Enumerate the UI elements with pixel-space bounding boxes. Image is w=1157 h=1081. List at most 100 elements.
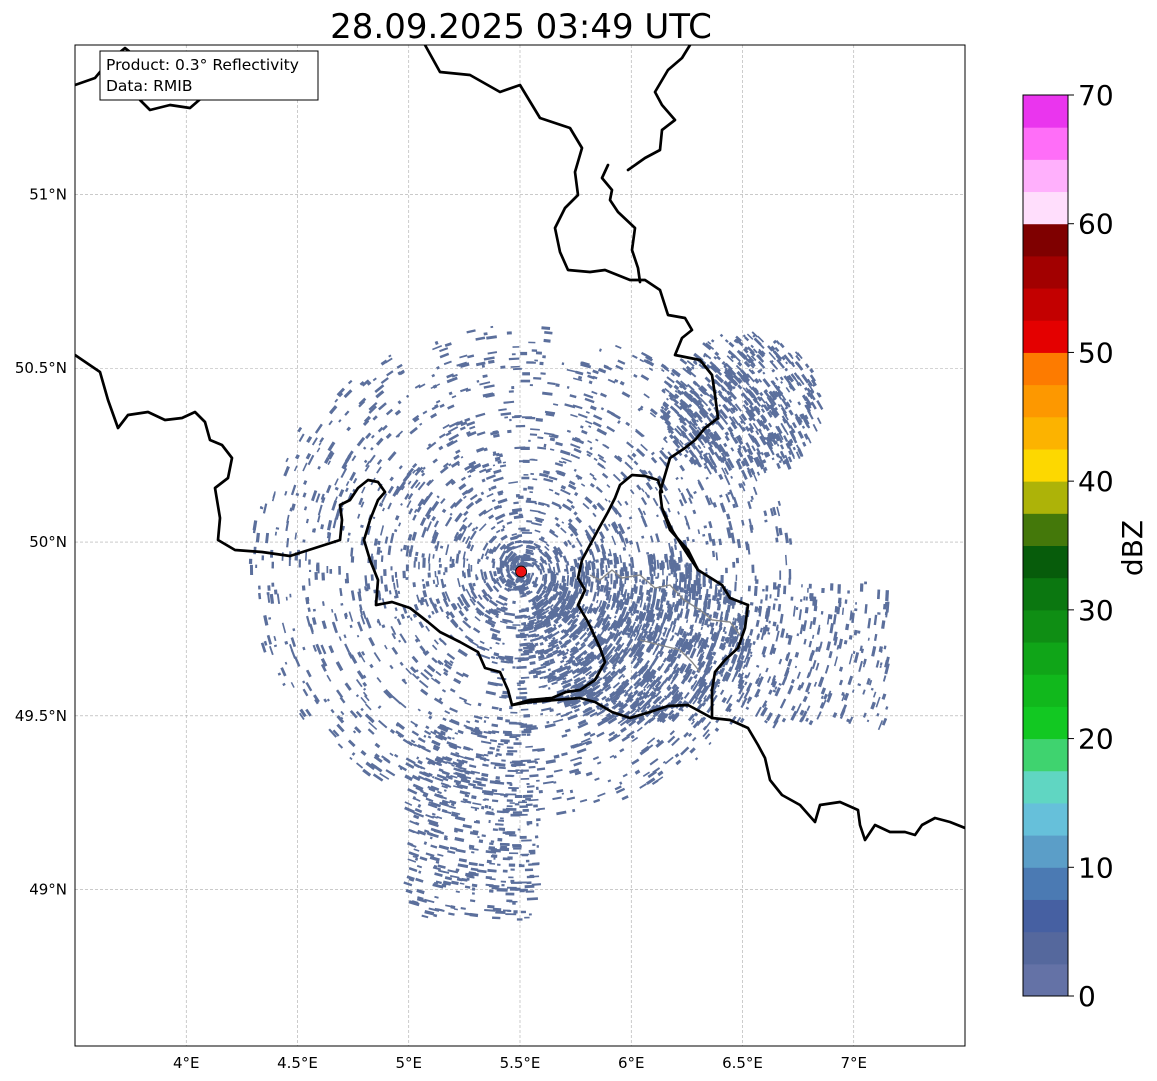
radar-echo-pixel (573, 511, 578, 516)
radar-echo-pixel (596, 731, 605, 738)
radar-echo-pixel (343, 613, 348, 620)
radar-echo-pixel (500, 880, 506, 883)
radar-echo-pixel (626, 730, 635, 738)
radar-echo-pixel (394, 515, 400, 521)
radar-echo-pixel (497, 490, 504, 495)
radar-echo-pixel (600, 407, 605, 411)
radar-echo-pixel (379, 550, 383, 553)
radar-echo-pixel (502, 857, 511, 861)
radar-echo-pixel (491, 485, 497, 490)
radar-echo-pixel (510, 365, 520, 368)
radar-echo-pixel (509, 802, 515, 804)
radar-echo-pixel (467, 543, 472, 550)
radar-echo-pixel (441, 784, 449, 789)
radar-echo-pixel (428, 715, 433, 720)
radar-echo-pixel (267, 585, 271, 591)
radar-echo-pixel (582, 580, 585, 584)
radar-echo-pixel (356, 670, 365, 680)
radar-echo-pixel (522, 372, 530, 376)
radar-echo-pixel (281, 622, 287, 634)
radar-echo-pixel (376, 466, 382, 474)
info-box: Product: 0.3° Reflectivity Data: RMIB (99, 50, 319, 101)
radar-echo-pixel (554, 491, 560, 496)
radar-echo-pixel (656, 739, 661, 744)
radar-echo-pixel (463, 510, 469, 517)
radar-echo-pixel (486, 492, 494, 498)
radar-echo-pixel (614, 785, 622, 791)
radar-echo-pixel (571, 667, 581, 675)
radar-echo-pixel (702, 533, 706, 537)
radar-echo-pixel (544, 474, 549, 478)
radar-echo-pixel (499, 454, 504, 458)
radar-echo-pixel (652, 709, 661, 718)
radar-echo-pixel (485, 690, 497, 696)
radar-echo-pixel (576, 658, 581, 663)
radar-echo-pixel (715, 552, 719, 561)
radar-echo-pixel (712, 502, 718, 508)
radar-echo-pixel (479, 645, 490, 651)
radar-echo-pixel (465, 588, 472, 599)
radar-echo-pixel (664, 556, 667, 559)
radar-echo-pixel (488, 468, 492, 471)
colorbar-segment (1023, 931, 1068, 965)
radar-echo-pixel (331, 608, 334, 613)
radar-echo-pixel (402, 544, 408, 551)
radar-echo-pixel (640, 443, 648, 452)
radar-echo-pixel (837, 597, 842, 604)
radar-echo-pixel (476, 447, 485, 453)
radar-echo-pixel (607, 716, 618, 725)
radar-echo-pixel (311, 617, 317, 625)
radar-echo-pixel (474, 616, 481, 622)
radar-echo-pixel (438, 445, 444, 451)
radar-echo-pixel (673, 538, 678, 545)
radar-echo-pixel (451, 563, 455, 568)
radar-echo-pixel (477, 702, 482, 707)
radar-echo-pixel (495, 656, 499, 660)
radar-echo-pixel (487, 548, 493, 555)
radar-echo-pixel (435, 730, 444, 737)
radar-echo-pixel (413, 508, 418, 514)
radar-echo-pixel (422, 589, 428, 598)
radar-echo-pixel (684, 515, 689, 524)
radar-echo-pixel (493, 652, 500, 657)
radar-echo-pixel (368, 454, 376, 463)
radar-echo-pixel (585, 564, 589, 568)
radar-echo-pixel (426, 514, 431, 520)
radar-echo-pixel (475, 361, 486, 367)
radar-echo-pixel (433, 678, 441, 685)
radar-echo-pixel (679, 464, 686, 472)
radar-echo-pixel (308, 559, 311, 565)
radar-echo-pixel (499, 842, 510, 846)
radar-echo-pixel (483, 356, 495, 361)
radar-echo-pixel (503, 602, 508, 606)
radar-echo-pixel (364, 586, 368, 591)
radar-echo-pixel (432, 458, 438, 464)
radar-echo-pixel (498, 743, 504, 746)
radar-echo-pixel (532, 478, 538, 481)
radar-echo-pixel (593, 457, 598, 462)
radar-echo-pixel (435, 670, 442, 677)
radar-echo-pixel (498, 408, 507, 412)
radar-echo-pixel (315, 643, 322, 655)
radar-echo-pixel (444, 591, 451, 602)
radar-echo-pixel (558, 460, 564, 464)
colorbar-segment (1023, 770, 1068, 804)
radar-echo-pixel (374, 753, 380, 759)
radar-echo-pixel (513, 910, 518, 914)
radar-echo-pixel (559, 449, 571, 456)
radar-echo-pixel (516, 665, 527, 670)
radar-echo-pixel (460, 800, 466, 804)
radar-echo-pixel (319, 437, 325, 443)
radar-echo-pixel (551, 501, 561, 508)
radar-echo-pixel (544, 723, 556, 729)
radar-echo-pixel (516, 722, 522, 725)
radar-echo-pixel (436, 366, 440, 370)
radar-echo-pixel (387, 451, 397, 462)
radar-echo-pixel (533, 804, 538, 808)
radar-echo-pixel (540, 713, 544, 716)
radar-echo-pixel (396, 363, 403, 369)
radar-echo-pixel (515, 494, 520, 498)
radar-echo-pixel (328, 451, 335, 460)
radar-echo-pixel (347, 739, 356, 748)
radar-echo-pixel (526, 590, 533, 596)
